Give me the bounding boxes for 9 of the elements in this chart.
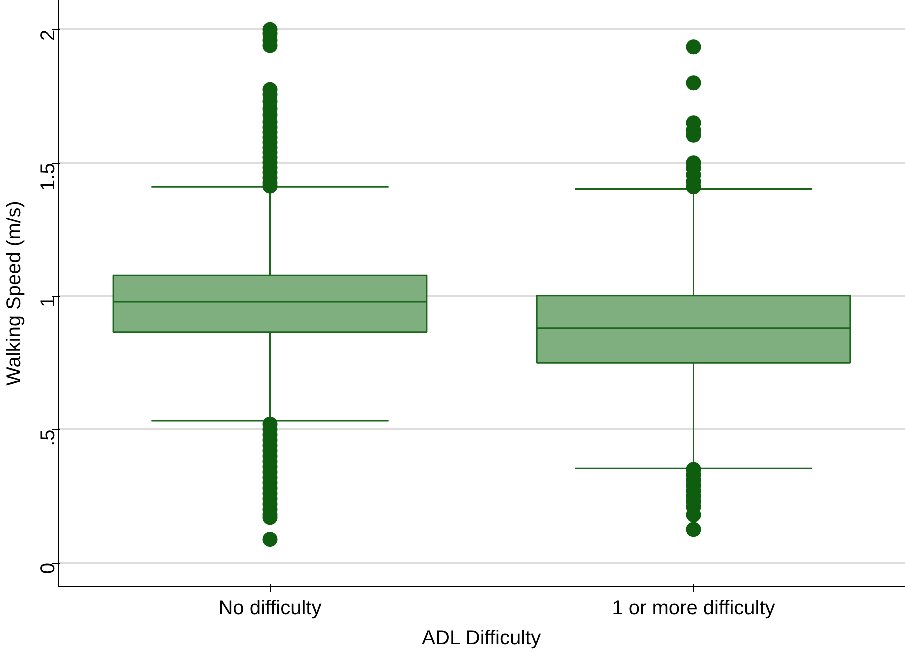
y-tick-label: 0 [38, 563, 60, 574]
x-tick-label: No difficulty [218, 598, 322, 620]
x-axis-title: ADL Difficulty [422, 628, 542, 650]
x-tick-label: 1 or more difficulty [612, 598, 776, 620]
y-axis-title: Walking Speed (m/s) [4, 201, 26, 386]
y-tick-label: 1.5 [38, 163, 60, 191]
y-tick-label: 2 [38, 30, 60, 41]
y-tick-label: 1 [38, 296, 60, 308]
y-tick-label: .5 [38, 430, 60, 446]
